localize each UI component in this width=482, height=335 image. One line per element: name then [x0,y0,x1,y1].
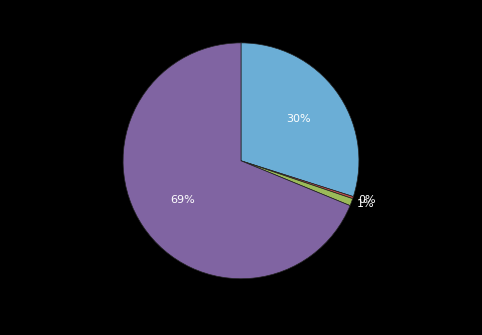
Wedge shape [241,161,353,206]
Text: 69%: 69% [170,195,195,205]
Wedge shape [123,43,350,279]
Text: 1%: 1% [357,199,375,209]
Wedge shape [241,161,353,199]
Text: 0%: 0% [359,195,376,204]
Wedge shape [241,43,359,197]
Text: 30%: 30% [286,114,310,124]
